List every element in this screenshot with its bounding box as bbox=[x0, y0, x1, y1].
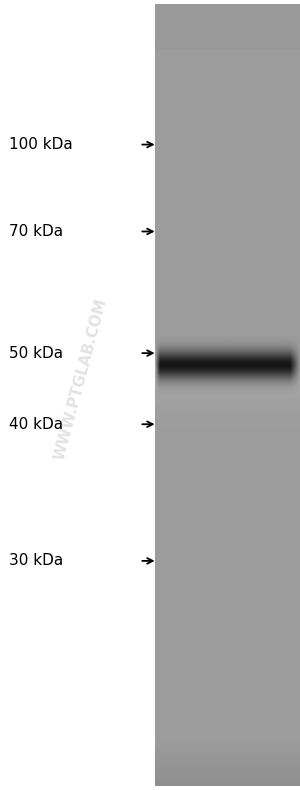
Text: 70 kDa: 70 kDa bbox=[9, 224, 63, 239]
Text: 40 kDa: 40 kDa bbox=[9, 417, 63, 431]
Text: 100 kDa: 100 kDa bbox=[9, 137, 73, 152]
Text: 30 kDa: 30 kDa bbox=[9, 554, 63, 568]
Text: 50 kDa: 50 kDa bbox=[9, 346, 63, 360]
Text: WWW.PTGLAB.COM: WWW.PTGLAB.COM bbox=[52, 296, 110, 462]
